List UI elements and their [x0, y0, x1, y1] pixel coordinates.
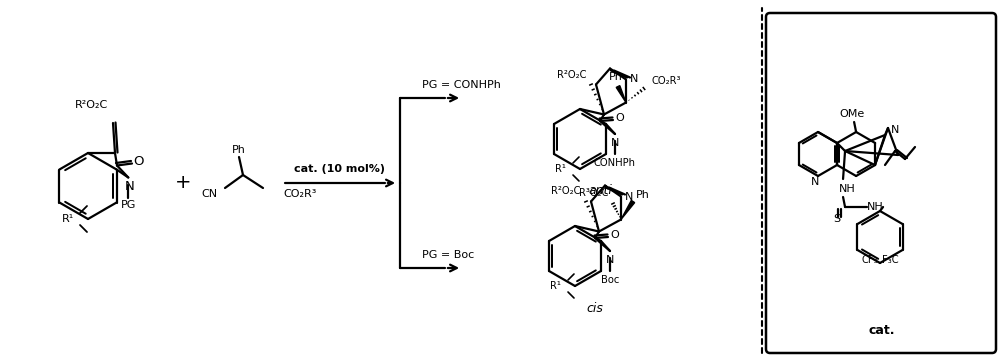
Text: OMe: OMe [839, 109, 865, 119]
Text: N: N [630, 74, 638, 84]
Text: +: + [175, 174, 191, 192]
Text: N: N [625, 191, 633, 201]
Text: anti: anti [588, 184, 612, 197]
Text: R²O₂C: R²O₂C [556, 70, 586, 79]
Text: PG = Boc: PG = Boc [422, 250, 474, 260]
Text: O: O [616, 113, 624, 123]
Text: R¹: R¹ [550, 281, 561, 291]
Text: O: O [611, 230, 619, 240]
Text: cis: cis [587, 301, 603, 314]
Text: CO₂R³: CO₂R³ [652, 75, 682, 86]
Text: cat. (10 mol%): cat. (10 mol%) [294, 164, 386, 174]
Text: F₃C: F₃C [882, 255, 899, 265]
Text: N: N [124, 180, 134, 193]
Text: PG = CONHPh: PG = CONHPh [422, 80, 501, 90]
Text: N: N [811, 177, 819, 187]
Text: R¹: R¹ [62, 214, 74, 224]
Text: CF₃: CF₃ [861, 255, 878, 265]
Text: N: N [606, 255, 614, 265]
Text: PG: PG [121, 200, 136, 210]
Text: CO₂R³: CO₂R³ [283, 189, 316, 199]
Text: NH: NH [839, 184, 855, 194]
Text: R¹: R¹ [555, 164, 566, 174]
Text: Ph: Ph [636, 191, 650, 200]
Text: NH: NH [867, 202, 883, 212]
Text: R²O₂C: R²O₂C [552, 187, 581, 196]
Text: cat.: cat. [869, 325, 895, 338]
Text: O: O [134, 155, 144, 168]
Text: Ph: Ph [609, 71, 623, 82]
Text: CONHPh: CONHPh [594, 158, 636, 168]
FancyBboxPatch shape [766, 13, 996, 353]
Text: N: N [611, 138, 619, 148]
Text: Boc: Boc [601, 275, 619, 285]
Polygon shape [621, 200, 635, 219]
Text: N: N [891, 125, 899, 135]
Text: S: S [833, 214, 841, 224]
Text: R³O₂C: R³O₂C [580, 188, 609, 199]
Text: Ph: Ph [232, 145, 246, 155]
Polygon shape [616, 86, 626, 103]
Text: CN: CN [201, 189, 217, 199]
Text: R²O₂C: R²O₂C [75, 100, 108, 110]
